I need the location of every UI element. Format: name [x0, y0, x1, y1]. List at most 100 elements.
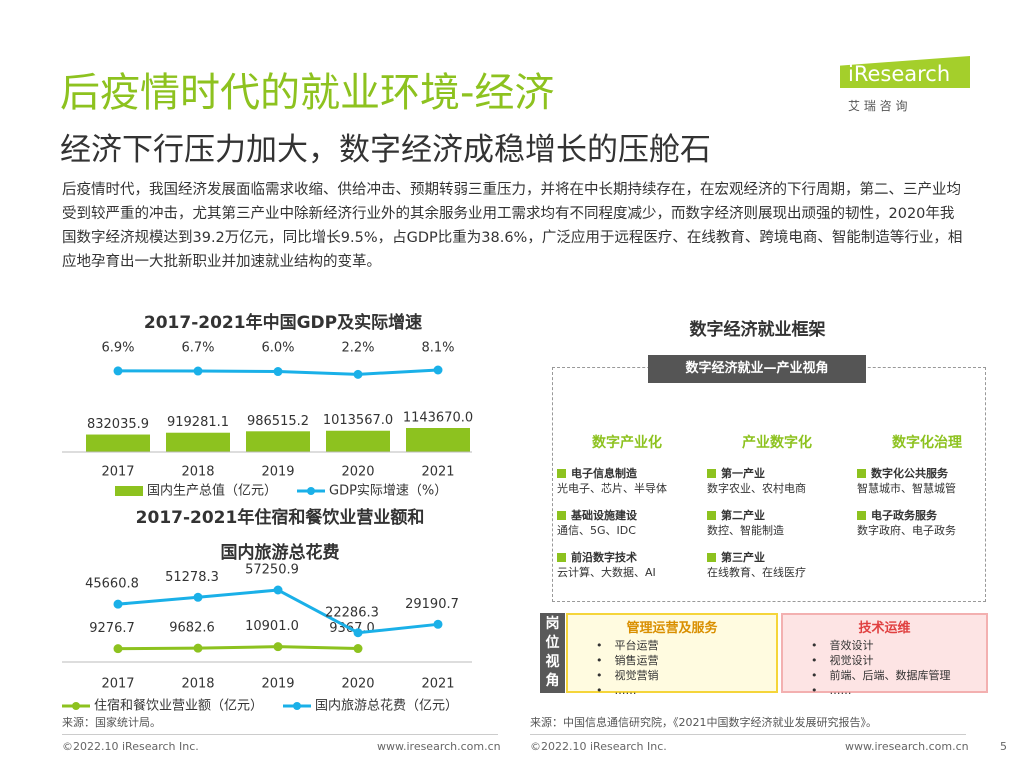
framework-side: 岗位视角 [540, 613, 565, 693]
data-label: 2.2% [341, 341, 374, 356]
role-item: 音效设计 [783, 638, 986, 653]
logo-brand: iResearch [848, 62, 951, 86]
framework-item: 第二产业 数控、智能制造 [707, 508, 847, 538]
item-label: 电子政务服务 [857, 508, 997, 523]
item-label: 电子信息制造 [557, 466, 697, 481]
x-tick-label: 2020 [341, 677, 374, 692]
role-item: 视觉营销 [568, 668, 776, 683]
bar [86, 434, 150, 452]
data-label: 986515.2 [247, 414, 309, 429]
data-label: 57250.9 [245, 563, 299, 578]
role-item: 前端、后端、数据库管理 [783, 668, 986, 683]
column-head: 产业数字化 [742, 435, 812, 451]
bar [406, 428, 470, 452]
item-desc: 在线教育、在线医疗 [707, 566, 806, 579]
role-box: 管理运营及服务平台运营销售运营视觉营销…… [566, 613, 778, 697]
data-label: 9682.6 [169, 621, 215, 636]
role-item: 销售运营 [568, 653, 776, 668]
bar [326, 430, 390, 452]
data-label: 22286.3 [325, 605, 379, 620]
framework-item: 第三产业 在线教育、在线医疗 [707, 550, 847, 580]
item-label: 第三产业 [707, 550, 847, 565]
point [433, 619, 443, 629]
chart-title: 国内旅游总花费 [221, 542, 340, 563]
data-label: 51278.3 [165, 570, 219, 585]
x-tick-label: 2020 [341, 465, 374, 480]
role-box: 技术运维音效设计视觉设计前端、后端、数据库管理…… [781, 613, 988, 697]
framework-column: 数字化治理数字化公共服务 智慧城市、智慧城管电子政务服务 数字政府、电子政务 [857, 432, 997, 550]
point [113, 599, 123, 609]
role-item: …… [783, 683, 986, 698]
data-label: 10901.0 [245, 619, 299, 634]
framework-top: 数字经济就业—产业视角 [648, 355, 866, 383]
role-head: 技术运维 [858, 621, 911, 636]
item-desc: 数字政府、电子政务 [857, 524, 956, 537]
data-label: 832035.9 [87, 417, 149, 432]
point [273, 642, 283, 652]
title: 后疫情时代的就业环境-经济 [60, 70, 555, 116]
logo-tagline: 艾 瑞 咨 询 [848, 99, 908, 113]
role-item: 平台运营 [568, 638, 776, 653]
item-label: 数字化公共服务 [857, 466, 997, 481]
item-label: 第二产业 [707, 508, 847, 523]
legend-label: GDP实际增速（%） [329, 484, 447, 499]
item-label: 前沿数字技术 [557, 550, 697, 565]
legend-label: 住宿和餐饮业营业额（亿元） [94, 698, 263, 714]
data-label: 919281.1 [167, 415, 229, 430]
data-label: 1143670.0 [403, 411, 473, 426]
legend-swatch [293, 702, 301, 710]
x-tick-label: 2021 [421, 677, 454, 692]
point [353, 628, 363, 638]
item-desc: 智慧城市、智慧城管 [857, 482, 956, 495]
data-label: 6.7% [181, 341, 214, 356]
legend-label: 国内生产总值（亿元） [147, 483, 277, 499]
item-desc: 云计算、大数据、AI [557, 566, 656, 579]
url: www.iresearch.com.cn [845, 740, 969, 753]
data-label: 8.1% [421, 341, 454, 356]
bar [246, 431, 310, 452]
item-label: 基础设施建设 [557, 508, 697, 523]
data-label: 29190.7 [405, 597, 459, 612]
x-tick-label: 2018 [181, 465, 214, 480]
footer-rule [62, 734, 498, 735]
x-tick-label: 2021 [421, 465, 454, 480]
line [117, 645, 359, 651]
framework-column: 产业数字化 第一产业 数字农业、农村电商 第二产业 数控、智能制造 第三产业 在线教育、在线… [707, 432, 847, 592]
framework-item: 电子政务服务 数字政府、电子政务 [857, 508, 997, 538]
x-tick-label: 2017 [101, 465, 134, 480]
framework-item: 第一产业 数字农业、农村电商 [707, 466, 847, 496]
footer-rule [530, 734, 966, 735]
data-label: 6.9% [101, 341, 134, 356]
item-desc: 通信、5G、IDC [557, 524, 636, 537]
framework-item: 电子信息制造 光电子、芯片、半导体 [557, 466, 697, 496]
x-tick-label: 2017 [101, 677, 134, 692]
data-label: 6.0% [261, 341, 294, 356]
point [193, 592, 203, 602]
framework-title: 数字经济就业框架 [689, 320, 826, 340]
legend-swatch [307, 487, 315, 495]
data-label: 1013567.0 [323, 413, 393, 428]
subtitle: 经济下行压力加大，数字经济成稳增长的压舱石 [60, 132, 711, 168]
point [113, 366, 123, 376]
column-head: 数字化治理 [892, 435, 962, 451]
data-label: 9276.7 [89, 621, 135, 636]
item-label: 第一产业 [707, 466, 847, 481]
role-item: 视觉设计 [783, 653, 986, 668]
role-item: …… [568, 683, 776, 698]
copyright: ©2022.10 iResearch Inc. [530, 740, 667, 753]
point [433, 365, 443, 375]
legend-swatch [72, 702, 80, 710]
role-head: 管理运营及服务 [626, 621, 718, 636]
source: 来源：国家统计局。 [62, 716, 161, 729]
framework-item: 前沿数字技术 云计算、大数据、AI [557, 550, 697, 580]
item-desc: 光电子、芯片、半导体 [557, 482, 667, 495]
point [193, 366, 203, 376]
column-head: 数字产业化 [592, 435, 662, 451]
legend-label: 国内旅游总花费（亿元） [315, 698, 458, 714]
url: www.iresearch.com.cn [377, 740, 501, 753]
item-desc: 数字农业、农村电商 [707, 482, 806, 495]
data-label: 45660.8 [85, 577, 139, 592]
source: 来源：中国信息通信研究院，《2021中国数字经济就业发展研究报告》。 [530, 716, 877, 729]
copyright: ©2022.10 iResearch Inc. [62, 740, 199, 753]
